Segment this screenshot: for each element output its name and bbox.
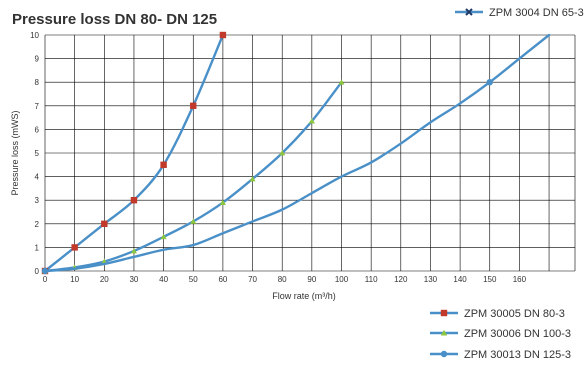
- series-4: [41, 33, 551, 275]
- x-tick-label: 150: [483, 275, 497, 284]
- x-tick-label: 80: [278, 275, 287, 284]
- data-point: [279, 150, 286, 156]
- series-line: [43, 33, 551, 273]
- marker-x-stroke: [465, 8, 473, 16]
- data-point: [190, 218, 197, 224]
- x-tick-label: 100: [335, 275, 349, 284]
- legend-marker: [440, 309, 448, 317]
- data-point: [249, 175, 256, 182]
- series-group: [41, 31, 551, 275]
- x-tick-label: 60: [218, 275, 227, 284]
- x-tick-label: 50: [189, 275, 198, 284]
- series-3: [42, 79, 345, 274]
- data-point: [190, 102, 197, 109]
- y-tick-label: 8: [35, 78, 40, 87]
- data-point: [160, 161, 167, 168]
- x-tick-label: 40: [159, 275, 168, 284]
- legend-label: ZPM 30005 DN 80-3: [464, 308, 565, 320]
- data-point: [71, 244, 78, 251]
- data-point: [219, 199, 226, 205]
- legend-item: ZPM 3004 DN 65-3: [455, 7, 584, 19]
- legend-marker: [465, 8, 473, 16]
- legend-item: ZPM 30005 DN 80-3: [430, 308, 565, 320]
- y-tick-label: 7: [35, 102, 40, 111]
- data-point: [308, 118, 315, 124]
- y-tick-label: 5: [35, 149, 40, 158]
- x-tick-label: 130: [424, 275, 438, 284]
- x-tick-label: 90: [307, 275, 316, 284]
- y-tick-label: 4: [35, 173, 40, 182]
- data-point: [219, 31, 227, 39]
- data-point: [160, 233, 167, 240]
- legend-item: ZPM 30013 DN 125-3: [430, 349, 571, 361]
- y-tick-label: 2: [35, 220, 40, 229]
- data-point: [486, 79, 493, 86]
- y-tick-label: 6: [35, 125, 40, 134]
- x-tick-label: 140: [453, 275, 467, 284]
- data-point: [41, 267, 49, 275]
- y-axis-label: Pressure loss (mWS): [10, 110, 20, 195]
- data-point: [338, 79, 345, 85]
- y-tick-label: 9: [35, 55, 40, 64]
- y-tick-label: 10: [30, 31, 39, 40]
- legend-marker: [440, 350, 448, 358]
- x-tick-label: 160: [513, 275, 527, 284]
- x-tick-label: 110: [365, 275, 378, 284]
- data-point: [130, 247, 137, 254]
- chart-title: Pressure loss DN 80- DN 125: [12, 11, 217, 28]
- x-tick-label: 20: [100, 275, 109, 284]
- legend-label: ZPM 30006 DN 100-3: [464, 328, 571, 340]
- legend: ZPM 3004 DN 65-3 ZPM 30005 DN 80-3 ZPM 300…: [430, 7, 584, 361]
- x-tick-label: 30: [129, 275, 138, 284]
- x-tick-label: 10: [70, 275, 79, 284]
- x-axis-label: Flow rate (m³/h): [272, 291, 336, 301]
- x-tick-label: 120: [394, 275, 408, 284]
- axes: 0 10 20 30 40 50 60 70 80 90 100 110 120 130 140 150 160…: [30, 31, 527, 284]
- data-point: [101, 220, 108, 227]
- x-tick-label: 0: [43, 275, 48, 284]
- legend-marker: [440, 329, 448, 336]
- legend-label: ZPM 30013 DN 125-3: [464, 349, 571, 361]
- legend-item: ZPM 30006 DN 100-3: [430, 328, 571, 340]
- grid: [44, 34, 576, 272]
- y-tick-label: 0: [35, 267, 40, 276]
- y-tick-label: 1: [35, 243, 40, 252]
- legend-label: ZPM 3004 DN 65-3: [489, 7, 584, 19]
- y-tick-label: 3: [35, 196, 40, 205]
- data-point: [130, 197, 138, 204]
- x-tick-label: 70: [248, 275, 257, 284]
